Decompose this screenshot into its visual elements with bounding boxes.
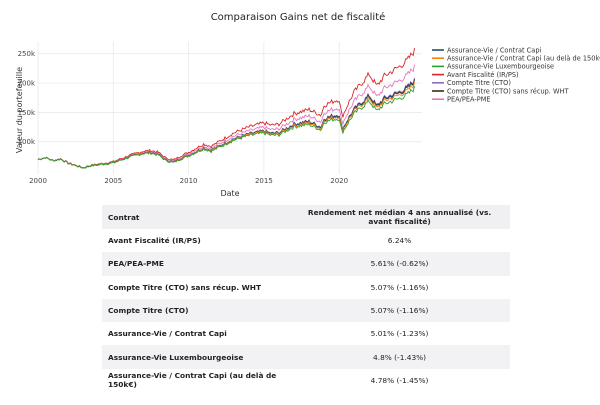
return-value: 5.07% (-1.16%) [370,282,429,292]
table-row: PEA/PEA-PME 5.61% (-0.62%) [102,252,510,276]
legend-label: Assurance-Vie Luxembourgeoise [447,63,554,71]
table-row: Assurance-Vie / Contrat Capi (au delà de… [102,369,510,392]
header-rendement: Rendement net médian 4 ans annualisé (vs… [289,205,510,229]
y-axis-title: Valeur du portefeuille [15,67,24,153]
legend-label: Compte Titre (CTO) [447,79,511,87]
x-tick-label: 2000 [29,177,47,185]
x-tick-label: 2005 [104,177,122,185]
x-axis-title: Date [220,189,239,198]
table-row: Assurance-Vie Luxembourgeoise 4.8% (-1.4… [102,345,510,369]
y-tick-label: 150k [18,109,36,117]
return-value: 4.78% (-1.45%) [370,375,429,385]
series-line [37,64,415,169]
header-contrat: Contrat [102,205,290,229]
return-value: 4.8% (-1.43%) [289,345,510,369]
contract-name: Assurance-Vie / Contrat Capi (au delà de… [108,371,277,390]
legend-label: Assurance-Vie / Contrat Capi (au delà de… [447,55,600,63]
series-line [37,78,415,169]
table-row: Compte Titre (CTO) 5.07% (-1.16%) [102,298,510,323]
contract-name: Compte Titre (CTO) sans récup. WHT [108,282,261,292]
series-line [37,79,415,169]
series-line [37,47,415,169]
contract-name: Assurance-Vie Luxembourgeoise [102,345,290,369]
contract-name: Assurance-Vie / Contrat Capi [108,329,227,339]
y-tick-label: 200k [18,80,36,88]
return-value: 6.24% [387,236,412,246]
legend-label: Compte Titre (CTO) sans récup. WHT [447,87,569,95]
x-tick-label: 2015 [255,177,273,185]
results-table: Contrat Rendement net médian 4 ans annua… [102,205,510,392]
return-value: 5.61% (-0.62%) [289,252,510,276]
contract-name: Avant Fiscalité (IR/PS) [108,236,201,246]
legend-label: PEA/PEA-PME [447,96,491,104]
legend-label: Avant Fiscalité (IR/PS) [447,71,519,79]
x-tick-label: 2020 [330,177,348,185]
contract-name: Compte Titre (CTO) [102,298,290,323]
y-tick-label: 100k [18,138,36,146]
table-header-row: Contrat Rendement net médian 4 ans annua… [102,205,510,229]
grid [37,42,422,174]
axis-ticks: 100k 150k 200k 250k 2000 2005 2010 2015 2020 [18,50,349,185]
chart-title: Comparaison Gains net de fiscalité [211,11,386,23]
legend: Assurance-Vie / Contrat CapiAssurance-Vi… [432,46,600,104]
return-value: 5.07% (-1.16%) [289,298,510,323]
table-row: Assurance-Vie / Contrat Capi 5.01% (-1.2… [102,322,510,345]
contract-name: PEA/PEA-PME [102,252,290,276]
y-tick-label: 250k [18,50,36,58]
table-row: Avant Fiscalité (IR/PS) 6.24% [102,229,510,252]
series-line [37,77,415,169]
table-row: Compte Titre (CTO) sans récup. WHT 5.07%… [102,276,510,299]
x-tick-label: 2010 [180,177,198,185]
return-value: 5.01% (-1.23%) [370,329,429,339]
series-lines [37,47,415,169]
series-line [37,86,415,169]
chart: Comparaison Gains net de fiscalité 100k1… [15,11,600,198]
legend-label: Assurance-Vie / Contrat Capi [447,46,541,54]
